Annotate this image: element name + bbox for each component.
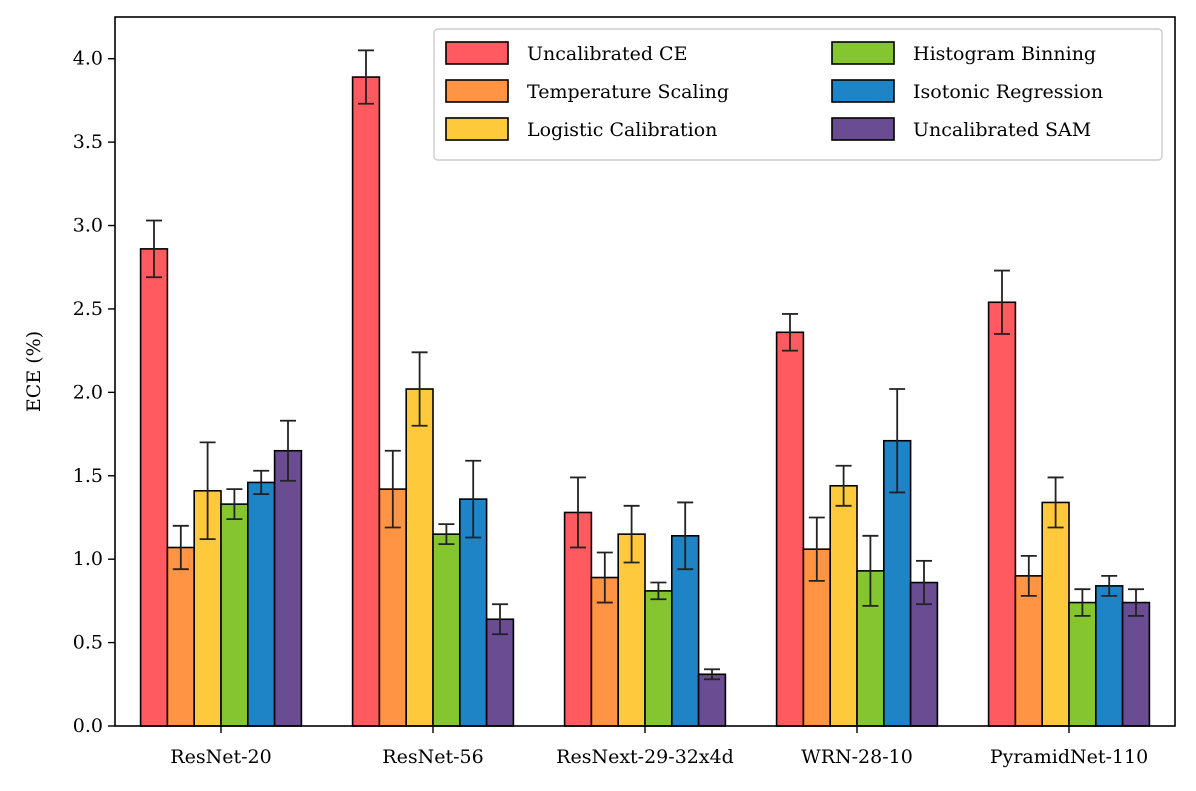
bar (166, 546, 195, 727)
bar (1121, 601, 1151, 727)
bar (644, 590, 673, 727)
legend-swatch (445, 117, 509, 141)
y-tick-label: 0.5 (73, 632, 103, 654)
y-tick-label: 1.5 (73, 465, 103, 487)
legend-box (433, 28, 1163, 161)
bar (273, 449, 303, 727)
bar (351, 76, 381, 727)
bar (697, 673, 727, 727)
legend-swatch (445, 79, 509, 103)
bar (220, 503, 249, 727)
bar (485, 618, 515, 727)
legend-swatch (445, 41, 509, 65)
legend-label: Uncalibrated SAM (913, 119, 1091, 141)
x-tick-label: PyramidNet-110 (990, 746, 1148, 768)
y-axis-title: ECE (%) (23, 331, 45, 412)
bar (405, 388, 434, 727)
y-tick-label: 1.0 (73, 548, 103, 570)
bar (1041, 501, 1070, 727)
bar (1014, 575, 1044, 727)
y-tick-label: 4.0 (73, 48, 103, 70)
legend-label: Temperature Scaling (527, 81, 729, 103)
bar (909, 581, 939, 727)
bar (775, 331, 805, 727)
bar (432, 533, 461, 727)
x-tick-label: ResNet-56 (382, 746, 483, 768)
bars-layer (139, 76, 1151, 727)
bar (1068, 601, 1097, 727)
bar (1095, 585, 1124, 727)
legend: Uncalibrated CE Temperature Scaling Logist… (433, 28, 1163, 161)
legend-swatch (831, 79, 895, 103)
legend-swatch (831, 117, 895, 141)
y-tick-label: 0.0 (73, 715, 103, 737)
x-tick-label: ResNext-29-32x4d (556, 746, 734, 768)
y-tick-label: 3.5 (73, 131, 103, 153)
legend-label: Uncalibrated CE (527, 43, 687, 65)
y-tick-label: 2.0 (73, 381, 103, 403)
y-tick-label: 2.5 (73, 298, 103, 320)
bar (987, 301, 1017, 727)
bar (829, 484, 858, 727)
legend-label: Logistic Calibration (527, 119, 717, 141)
legend-swatch (831, 41, 895, 65)
bar (378, 488, 407, 727)
error-bars-layer (146, 49, 1144, 681)
x-tick-label: WRN-28-10 (801, 746, 913, 768)
x-axis: ResNet-20 ResNet-56 ResNext-29-32x4d WRN-28… (170, 726, 1148, 768)
bar (617, 533, 646, 727)
y-tick-label: 3.0 (73, 215, 103, 237)
bar (139, 248, 169, 727)
legend-label: Histogram Binning (913, 43, 1096, 65)
legend-label: Isotonic Regression (913, 81, 1103, 103)
x-tick-label: ResNet-20 (170, 746, 271, 768)
bar (247, 481, 276, 727)
y-axis: 0.0 0.5 1.0 1.5 2.0 2.5 3.0 3.5 4.0 (73, 48, 115, 737)
